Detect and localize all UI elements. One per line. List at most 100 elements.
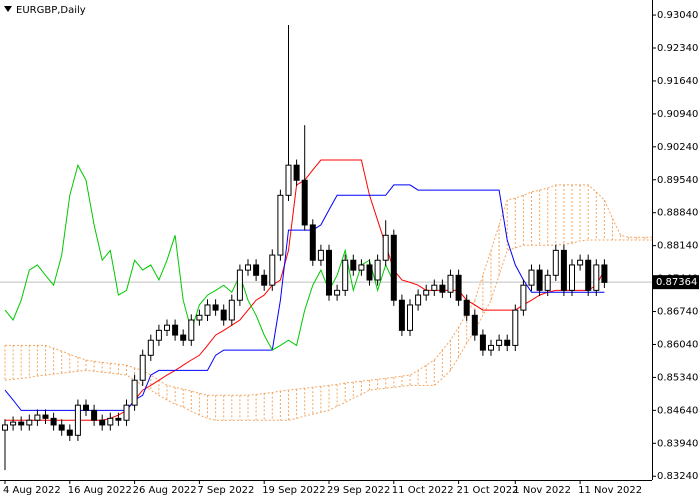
y-tick-label: 0.90940 bbox=[657, 109, 698, 120]
candle-body bbox=[115, 417, 122, 421]
candle-body bbox=[164, 324, 170, 331]
candle-body bbox=[334, 289, 341, 296]
candle-body bbox=[212, 304, 219, 311]
candle-body bbox=[83, 404, 89, 411]
candle-body bbox=[407, 304, 413, 331]
x-tick-label: 11 Oct 2022 bbox=[392, 485, 454, 496]
candle-body bbox=[99, 419, 106, 426]
y-tick-label: 0.88140 bbox=[657, 241, 698, 252]
chart-title: EURGBP,Daily bbox=[16, 5, 86, 16]
candle-body bbox=[520, 284, 527, 311]
candle-body bbox=[398, 299, 405, 331]
candle-body bbox=[471, 314, 478, 336]
candle-body bbox=[350, 259, 357, 271]
y-tick-label: 0.86040 bbox=[657, 339, 698, 350]
candle-body bbox=[577, 259, 584, 266]
y-tick-label: 0.86740 bbox=[657, 307, 698, 318]
cloud-span-b bbox=[4, 239, 652, 421]
y-tick-label: 0.90240 bbox=[657, 142, 698, 153]
candle-body bbox=[91, 409, 98, 421]
candle-body bbox=[74, 404, 81, 436]
candle-body bbox=[220, 309, 227, 321]
y-tick-label: 0.88840 bbox=[657, 208, 698, 219]
candle-body bbox=[317, 249, 324, 261]
candle-body bbox=[228, 299, 235, 321]
candle-body bbox=[415, 294, 422, 306]
candle-body bbox=[544, 274, 551, 291]
candle-body bbox=[423, 289, 430, 296]
candle-body bbox=[236, 269, 243, 301]
candle-body bbox=[560, 249, 567, 291]
x-tick-label: 4 Aug 2022 bbox=[3, 485, 61, 496]
candle-body bbox=[196, 314, 203, 321]
candle-body bbox=[326, 249, 332, 296]
x-tick-label: 21 Oct 2022 bbox=[457, 485, 519, 496]
candle-body bbox=[488, 344, 494, 351]
candle-body bbox=[107, 417, 114, 426]
y-tick-label: 0.83240 bbox=[657, 471, 698, 482]
candle-body bbox=[2, 424, 8, 431]
candle-body bbox=[50, 417, 57, 426]
plot-area bbox=[0, 24, 652, 471]
cloud-span-a bbox=[5, 184, 652, 396]
candle-body bbox=[593, 264, 600, 291]
x-tick-label: 7 Sep 2022 bbox=[197, 485, 254, 496]
candle-body bbox=[374, 259, 381, 281]
price-label-box bbox=[653, 275, 699, 290]
candle-body bbox=[455, 274, 462, 301]
candle-body bbox=[253, 264, 260, 276]
x-tick-label: 11 Nov 2022 bbox=[578, 485, 642, 496]
candle-body bbox=[366, 264, 373, 281]
candle-body bbox=[261, 274, 268, 286]
candle-body bbox=[34, 414, 41, 421]
candle-body bbox=[431, 284, 438, 291]
candle-body bbox=[358, 264, 365, 271]
candle-body bbox=[301, 179, 308, 226]
candle-body bbox=[390, 234, 397, 301]
candle-body bbox=[10, 421, 17, 426]
candle-body bbox=[601, 264, 608, 283]
x-tick-label: 19 Sep 2022 bbox=[262, 485, 325, 496]
candle-body bbox=[479, 334, 486, 351]
x-tick-label: 1 Nov 2022 bbox=[513, 485, 571, 496]
candle-body bbox=[188, 319, 195, 341]
candle-body bbox=[569, 264, 575, 291]
x-tick-label: 29 Sep 2022 bbox=[327, 485, 390, 496]
price-label: 0.87364 bbox=[656, 277, 697, 288]
candle-body bbox=[180, 334, 187, 341]
candle-body bbox=[504, 339, 511, 346]
candle-body bbox=[382, 234, 389, 261]
y-tick-label: 0.89540 bbox=[657, 175, 698, 186]
candle-body bbox=[66, 429, 73, 436]
candle-body bbox=[18, 421, 25, 426]
candle-body bbox=[123, 404, 130, 421]
candle-body bbox=[285, 164, 292, 196]
candle-body bbox=[309, 224, 316, 261]
x-tick-label: 26 Aug 2022 bbox=[133, 485, 197, 496]
y-tick-label: 0.83940 bbox=[657, 438, 698, 449]
y-tick-label: 0.85340 bbox=[657, 372, 698, 383]
candle-body bbox=[58, 424, 65, 431]
candle-body bbox=[293, 164, 300, 181]
title-triangle bbox=[4, 6, 12, 12]
y-tick-label: 0.92340 bbox=[657, 43, 698, 54]
candle-body bbox=[496, 339, 503, 346]
y-tick-label: 0.84640 bbox=[657, 405, 698, 416]
candle-body bbox=[147, 339, 154, 356]
candle-body bbox=[155, 329, 162, 341]
y-tick-label: 0.93040 bbox=[657, 10, 698, 21]
candle-body bbox=[447, 274, 454, 293]
candle-body bbox=[439, 284, 446, 293]
candle-body bbox=[536, 269, 543, 291]
candle-body bbox=[131, 379, 138, 406]
candle-body bbox=[139, 354, 146, 381]
candle-body bbox=[277, 194, 284, 256]
candle-body bbox=[463, 299, 470, 316]
candle-body bbox=[342, 259, 349, 291]
candle-body bbox=[552, 249, 559, 276]
candle-body bbox=[26, 419, 33, 426]
x-tick-label: 16 Aug 2022 bbox=[68, 485, 132, 496]
